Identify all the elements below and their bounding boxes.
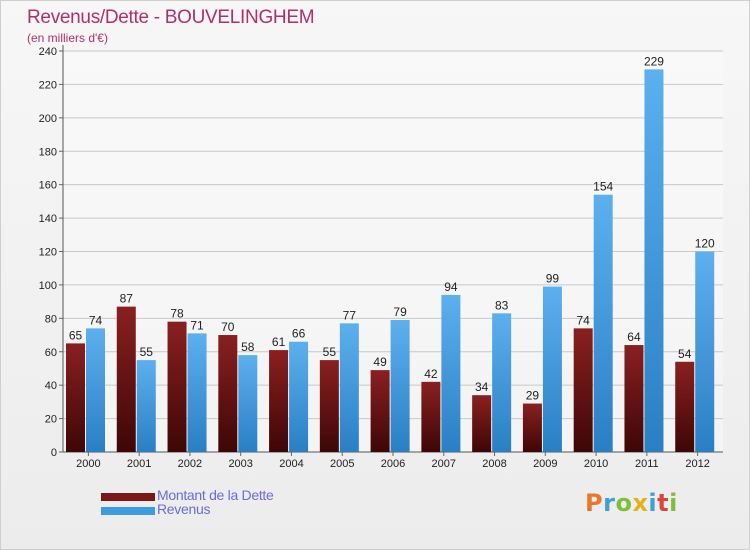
bar-revenus [86,328,105,452]
bar-value-label: 99 [546,272,560,286]
bar-dette [624,345,644,452]
legend-swatch-revenus [101,507,155,515]
bar-revenus [289,341,309,452]
bar-value-label: 58 [241,340,255,354]
y-tick-label: 60 [45,347,57,359]
bar-value-label: 55 [140,345,154,359]
bar-dette [167,321,187,452]
y-tick-label: 160 [39,180,57,192]
bar-value-label: 74 [89,313,103,327]
bar-value-label: 55 [323,345,337,359]
logo-letter: o [615,489,633,517]
bar-revenus [542,286,562,452]
bar-dette [675,361,695,452]
bar-dette [218,335,238,452]
bar-dette [472,395,492,452]
bar-value-label: 87 [120,292,134,306]
x-tick-label: 2003 [228,458,252,470]
bar-revenus [339,323,359,452]
x-tick-label: 2006 [381,458,405,470]
logo-letter: t [657,489,670,517]
bar-revenus [390,320,410,452]
x-tick-label: 2004 [279,458,303,470]
bar-value-label: 154 [593,180,613,194]
x-tick-label: 2010 [584,458,608,470]
x-tick-label: 2012 [685,458,709,470]
logo-letter: r [603,489,616,517]
bar-revenus [593,194,613,453]
bar-value-label: 71 [190,318,204,332]
x-tick-label: 2007 [432,458,456,470]
x-tick-label: 2009 [533,458,557,470]
logo-letter: P [585,489,604,517]
bar-revenus [695,251,715,452]
bar-dette [573,328,593,452]
bar-revenus [441,294,461,452]
logo-letter: i [669,489,678,517]
bar-revenus [136,360,156,452]
bar-value-label: 78 [170,307,184,321]
y-tick-label: 240 [39,46,57,58]
proxiti-logo: Proxiti [585,489,678,517]
y-tick-label: 40 [45,380,57,392]
bar-dette [269,350,289,452]
x-tick-label: 2008 [482,458,506,470]
bar-value-label: 94 [444,280,458,294]
x-tick-label: 2000 [76,458,100,470]
legend-label-revenus: Revenus [157,501,211,517]
bar-value-label: 229 [644,54,664,68]
y-tick-label: 0 [51,447,57,459]
legend-swatch-dette [101,493,155,501]
bar-dette [522,403,542,452]
y-tick-label: 200 [39,113,57,125]
bar-revenus [238,355,258,452]
bar-dette [421,381,441,452]
x-tick-label: 2001 [127,458,151,470]
chart-subtitle: (en milliers d'€) [27,31,108,45]
bar-value-label: 65 [69,328,83,342]
x-tick-label: 2011 [635,458,659,470]
bar-value-label: 61 [272,335,286,349]
y-tick-label: 80 [45,313,57,325]
bar-value-label: 42 [424,367,438,381]
y-tick-label: 120 [39,247,57,259]
bar-dette [370,370,390,452]
bar-value-label: 54 [678,347,692,361]
bar-value-label: 49 [373,355,387,369]
bar-value-label: 74 [577,313,591,327]
y-tick-label: 220 [39,79,57,91]
bar-value-label: 66 [292,327,306,341]
logo-letter: i [648,489,658,517]
y-tick-label: 20 [45,414,57,426]
chart-title: Revenus/Dette - BOUVELINGHEM [27,7,315,28]
legend-label-dette: Montant de la Dette [157,487,274,503]
bar-value-label: 120 [695,237,715,251]
bar-value-label: 29 [526,389,540,403]
bar-value-label: 83 [495,298,509,312]
y-tick-label: 180 [39,146,57,158]
logo-letter: x [632,489,649,517]
bar-value-label: 77 [343,308,357,322]
x-tick-label: 2005 [330,458,354,470]
bar-value-label: 79 [393,305,407,319]
y-tick-label: 100 [39,280,57,292]
y-tick-label: 140 [39,213,57,225]
bar-value-label: 64 [627,330,641,344]
bar-revenus [492,313,512,452]
bar-revenus [644,69,664,453]
bar-dette [66,343,85,452]
bar-value-label: 70 [221,320,235,334]
x-tick-label: 2002 [178,458,202,470]
bar-dette [116,306,136,452]
bar-revenus [187,333,207,452]
bar-value-label: 34 [475,380,489,394]
bar-dette [319,360,339,452]
